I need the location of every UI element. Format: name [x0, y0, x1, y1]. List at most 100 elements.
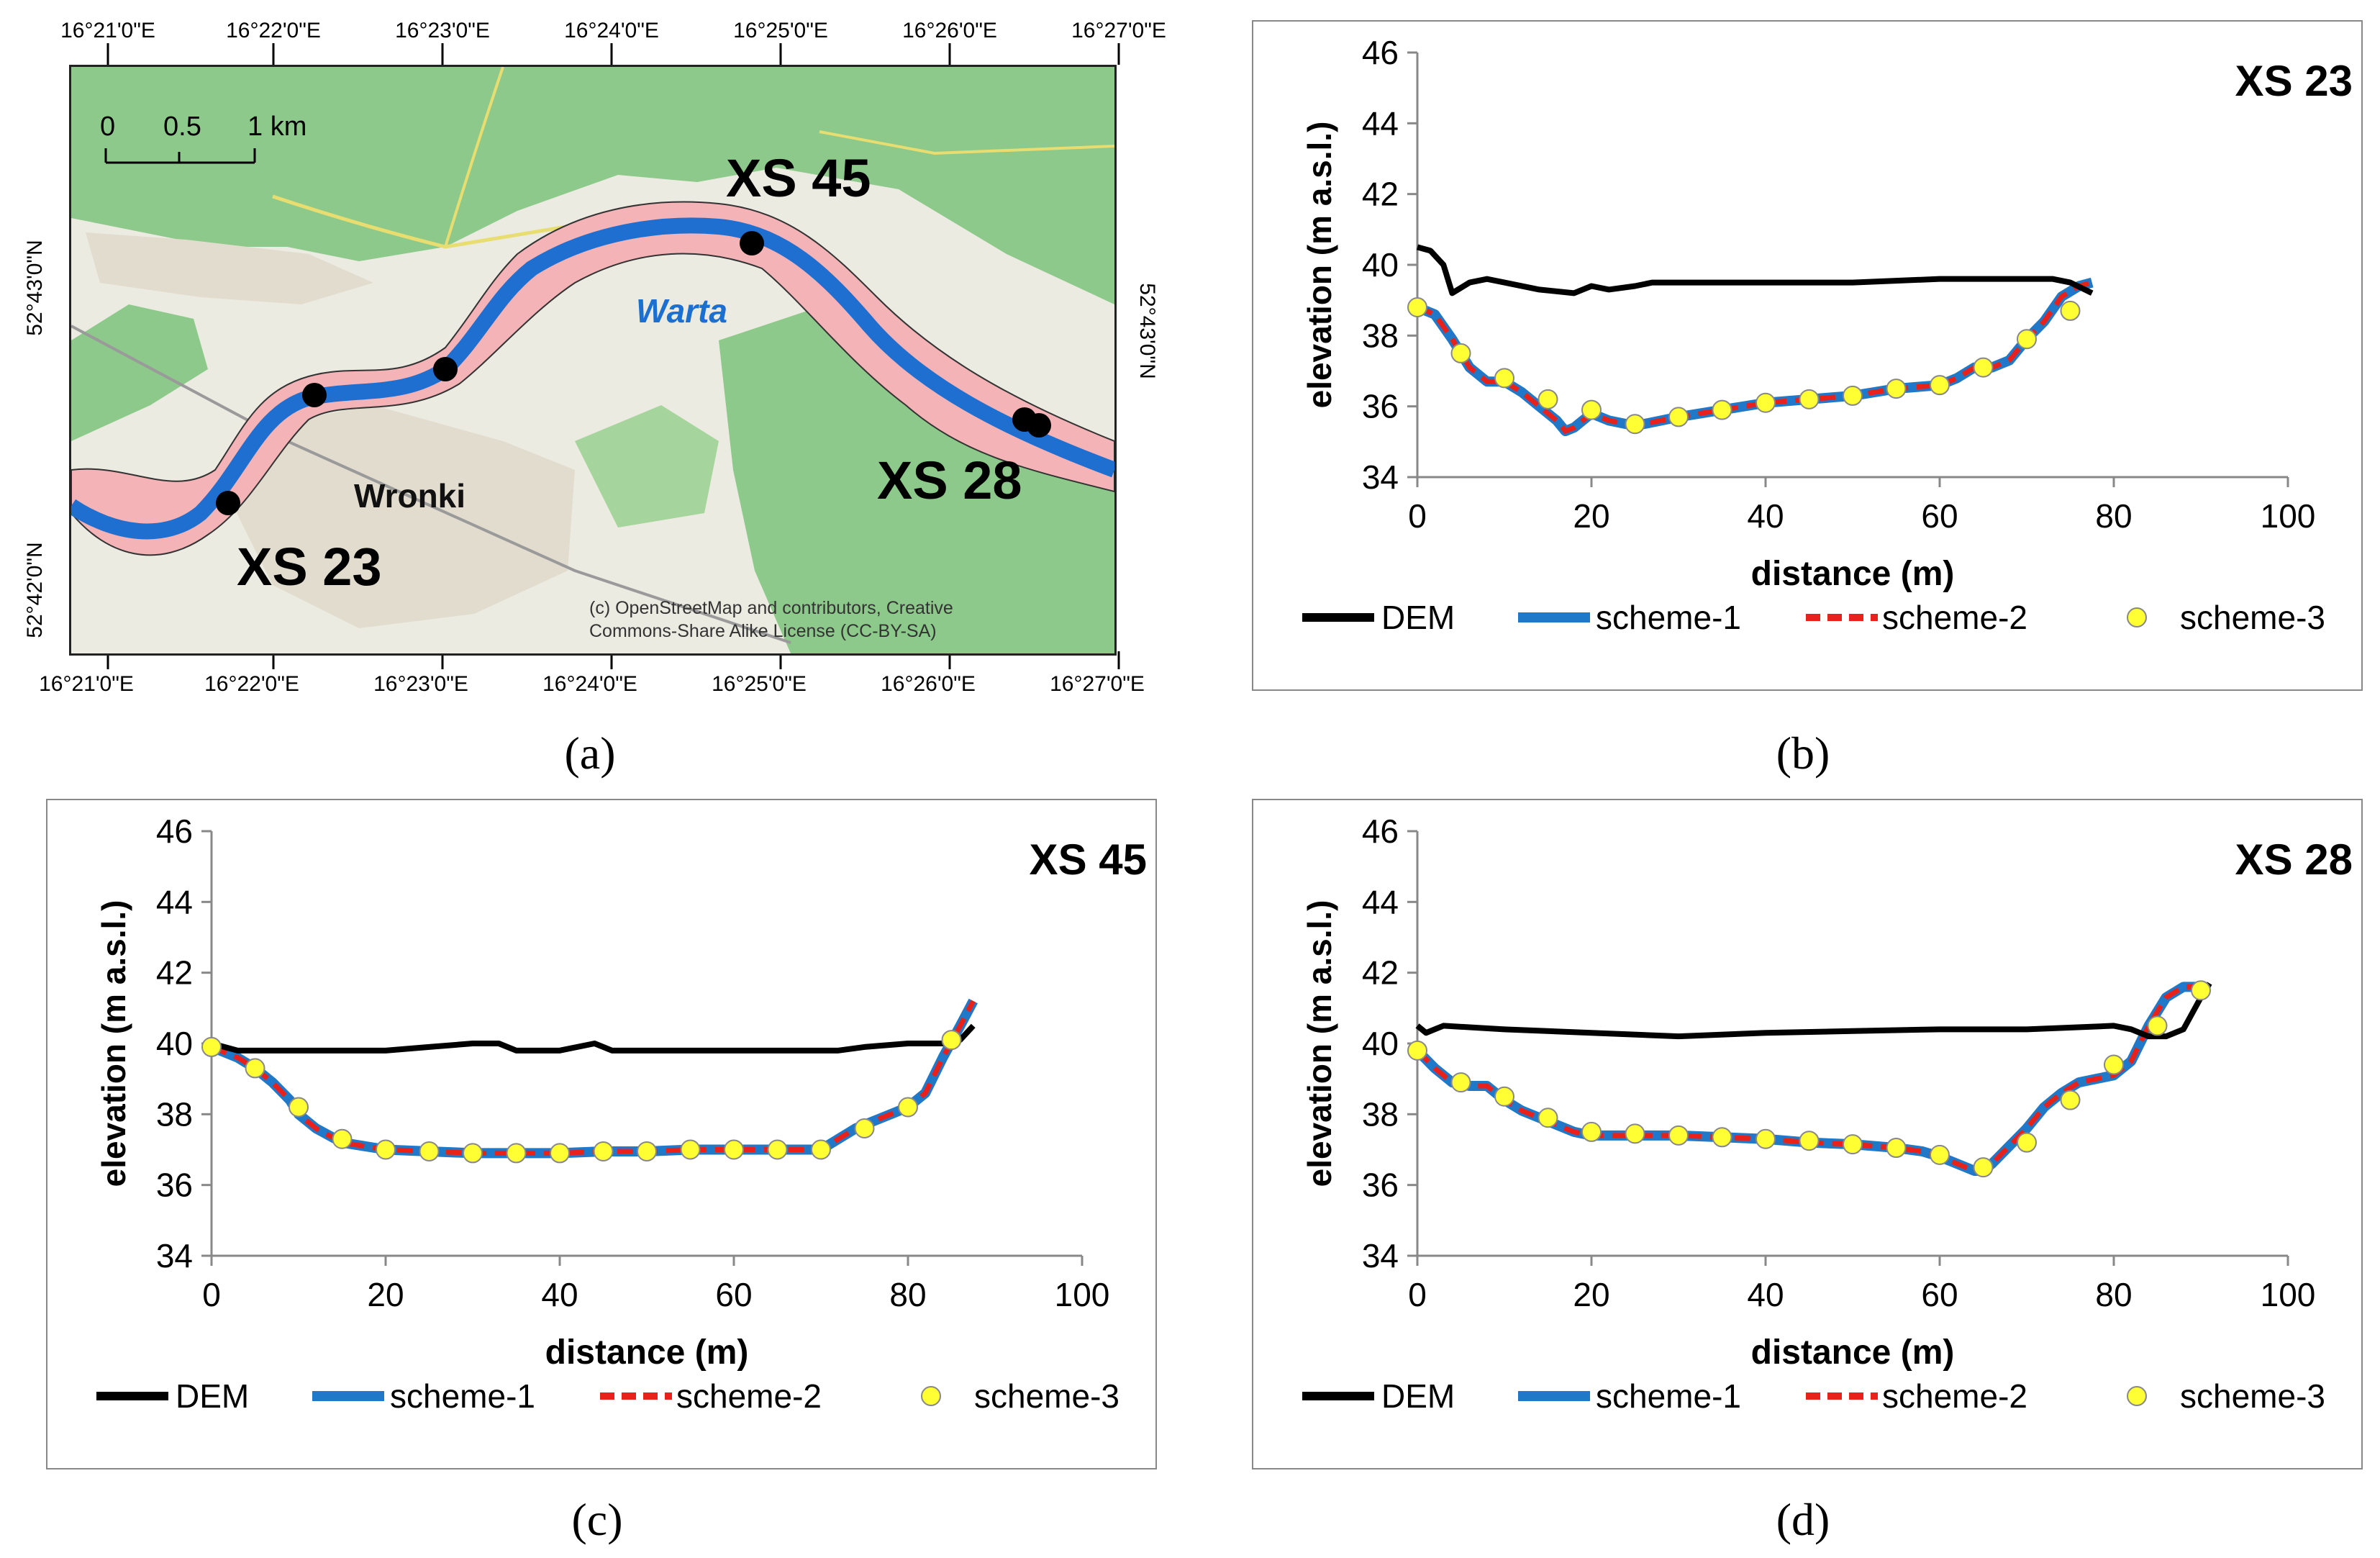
data-point-scheme-3	[898, 1097, 918, 1118]
chart-title: XS 45	[1030, 835, 1147, 884]
forest-area-east	[719, 304, 1114, 653]
scale-bar	[104, 148, 256, 164]
data-point-scheme-3	[1930, 375, 1950, 396]
x-tick-label: 20	[367, 1276, 404, 1313]
latitude-label-left: 52°43'0"N	[23, 240, 47, 335]
legend-label-scheme-3: scheme-3	[974, 1377, 1119, 1415]
town-label: Wronki	[354, 477, 465, 515]
y-tick-label: 38	[1362, 1095, 1399, 1133]
legend-swatch-scheme-3	[921, 1386, 941, 1406]
scale-zero: 0	[100, 112, 115, 142]
data-point-scheme-3	[1886, 379, 1907, 399]
x-tick-label: 100	[2261, 497, 2316, 535]
data-point-scheme-3	[1625, 1123, 1645, 1144]
y-tick-label: 44	[156, 883, 193, 920]
data-point-scheme-3	[506, 1143, 527, 1164]
x-tick-label: 60	[1921, 1276, 1958, 1313]
y-tick-label: 42	[156, 954, 193, 992]
y-axis-label: elevation (m a.s.l.)	[95, 900, 132, 1187]
data-point-scheme-3	[593, 1141, 614, 1161]
data-point-scheme-3	[1494, 368, 1514, 389]
longitude-label-bottom: 16°26'0"E	[881, 672, 976, 696]
caption-b: (b)	[1776, 728, 1830, 779]
x-tick-label: 80	[889, 1276, 926, 1313]
x-tick-label: 60	[715, 1276, 752, 1313]
data-point-scheme-3	[1668, 407, 1689, 427]
legend-label-scheme-1: scheme-1	[390, 1377, 535, 1415]
chart-title: XS 28	[2235, 835, 2353, 884]
data-point-scheme-3	[463, 1143, 483, 1164]
data-point-scheme-3	[724, 1139, 744, 1160]
data-point-scheme-3	[2017, 1132, 2037, 1153]
data-point-scheme-3	[637, 1141, 657, 1161]
urban-area-wronki	[237, 405, 575, 628]
data-point-scheme-3	[1712, 399, 1732, 420]
longitude-label-bottom: 16°21'0"E	[39, 672, 134, 696]
legend-label-scheme-1: scheme-1	[1596, 599, 1741, 636]
road	[444, 67, 504, 248]
data-point-scheme-3	[1843, 1134, 1863, 1155]
y-tick-label: 34	[1362, 1237, 1399, 1274]
data-point-scheme-3	[1581, 399, 1602, 420]
longitude-label-bottom: 16°23'0"E	[373, 672, 468, 696]
longitude-label-top: 16°27'0"E	[1071, 19, 1166, 42]
x-tick-label: 0	[202, 1276, 221, 1313]
attribution-line-1: (c) OpenStreetMap and contributors, Crea…	[589, 598, 953, 618]
data-point-scheme-3	[1886, 1138, 1907, 1159]
scale-one-km: 1 km	[247, 112, 306, 142]
data-point-scheme-3	[1450, 1072, 1471, 1093]
y-axis-label: elevation (m a.s.l.)	[1301, 122, 1338, 409]
data-point-scheme-3	[2017, 329, 2037, 350]
legend-label-scheme-2: scheme-2	[1882, 599, 2027, 636]
x-axis-label: distance (m)	[1751, 555, 1955, 593]
x-tick-label: 0	[1408, 1276, 1427, 1313]
road	[819, 130, 1114, 155]
legend-swatch-scheme-3	[2127, 1386, 2147, 1406]
data-point-scheme-3	[1843, 385, 1863, 406]
y-tick-label: 38	[1362, 317, 1399, 354]
series-line-dem	[210, 1023, 976, 1054]
data-point-scheme-3	[854, 1118, 875, 1138]
y-axis-label: elevation (m a.s.l.)	[1301, 900, 1338, 1187]
longitude-label-bottom: 16°24'0"E	[542, 672, 637, 696]
legend-label-scheme-2: scheme-2	[1882, 1377, 2027, 1415]
cross-section-marker-xs23	[216, 491, 240, 515]
x-tick-label: 60	[1921, 497, 1958, 535]
y-tick-label: 38	[156, 1095, 193, 1133]
x-tick-label: 20	[1573, 497, 1609, 535]
floodplain-area	[71, 201, 1114, 556]
data-point-scheme-3	[1538, 389, 1558, 409]
chart-panel-b	[1252, 20, 2363, 691]
cross-section-marker-xs28-b	[1027, 413, 1051, 438]
y-tick-label: 44	[1362, 104, 1399, 142]
x-tick-label: 40	[1747, 1276, 1784, 1313]
data-point-scheme-3	[1799, 1131, 1820, 1151]
y-tick-label: 46	[1362, 812, 1399, 850]
data-point-scheme-3	[941, 1030, 962, 1051]
data-point-scheme-3	[1625, 414, 1645, 435]
data-point-scheme-3	[550, 1143, 570, 1164]
forest-area-west	[71, 304, 208, 441]
series-line-dem	[1415, 982, 2212, 1040]
caption-c: (c)	[571, 1494, 623, 1545]
data-point-scheme-3	[2060, 300, 2081, 321]
data-point-scheme-3	[2147, 1015, 2168, 1036]
cross-section-marker-xs45	[740, 231, 764, 255]
longitude-label-top: 16°23'0"E	[395, 19, 490, 42]
data-point-scheme-3	[2060, 1090, 2081, 1110]
x-tick-label: 0	[1408, 497, 1427, 535]
chart-title: XS 23	[2235, 57, 2353, 105]
longitude-label-top: 16°26'0"E	[902, 19, 997, 42]
y-tick-label: 40	[1362, 246, 1399, 284]
longitude-label-top: 16°25'0"E	[733, 19, 828, 42]
road	[71, 325, 791, 644]
legend-label-scheme-2: scheme-2	[676, 1377, 822, 1415]
y-tick-label: 36	[1362, 1167, 1399, 1204]
urban-area-north	[86, 232, 373, 304]
series-line-dem	[1416, 244, 2094, 296]
x-axis-label: distance (m)	[1751, 1333, 1955, 1372]
chart-xs45: 34 36 38 40 42 44 46 0 20 40 60 80 100 distance (m) el…	[95, 812, 1147, 1415]
legend-label-dem: DEM	[1381, 1377, 1455, 1415]
data-point-scheme-3	[2191, 980, 2211, 1001]
y-tick-label: 42	[1362, 176, 1399, 213]
